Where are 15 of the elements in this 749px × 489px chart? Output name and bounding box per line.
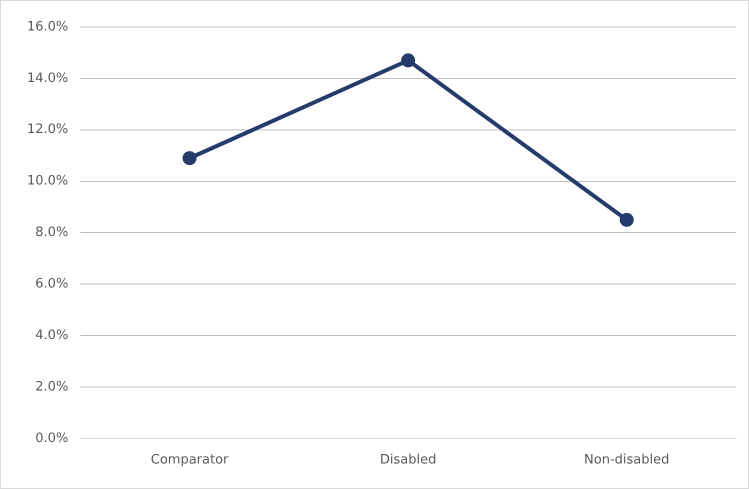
y-tick-label: 8.0% [35,225,68,240]
x-tick-label: Comparator [150,452,230,468]
point [401,53,416,68]
y-tick-label: 2.0% [35,379,68,394]
y-tick-label: 16.0% [26,19,68,34]
x-tick-label: Non-disabled [584,452,670,468]
point [620,212,634,227]
y-tick-label: 0.0% [35,430,68,446]
y-tick-label: 6.0% [35,276,68,292]
y-tick-label: 14.0% [26,70,68,86]
x-tick-label: Disabled [380,452,436,468]
y-tick-label: 10.0% [26,174,68,189]
y-tick-label: 12.0% [26,122,68,138]
point [182,151,197,166]
y-tick-label: 4.0% [35,328,68,343]
